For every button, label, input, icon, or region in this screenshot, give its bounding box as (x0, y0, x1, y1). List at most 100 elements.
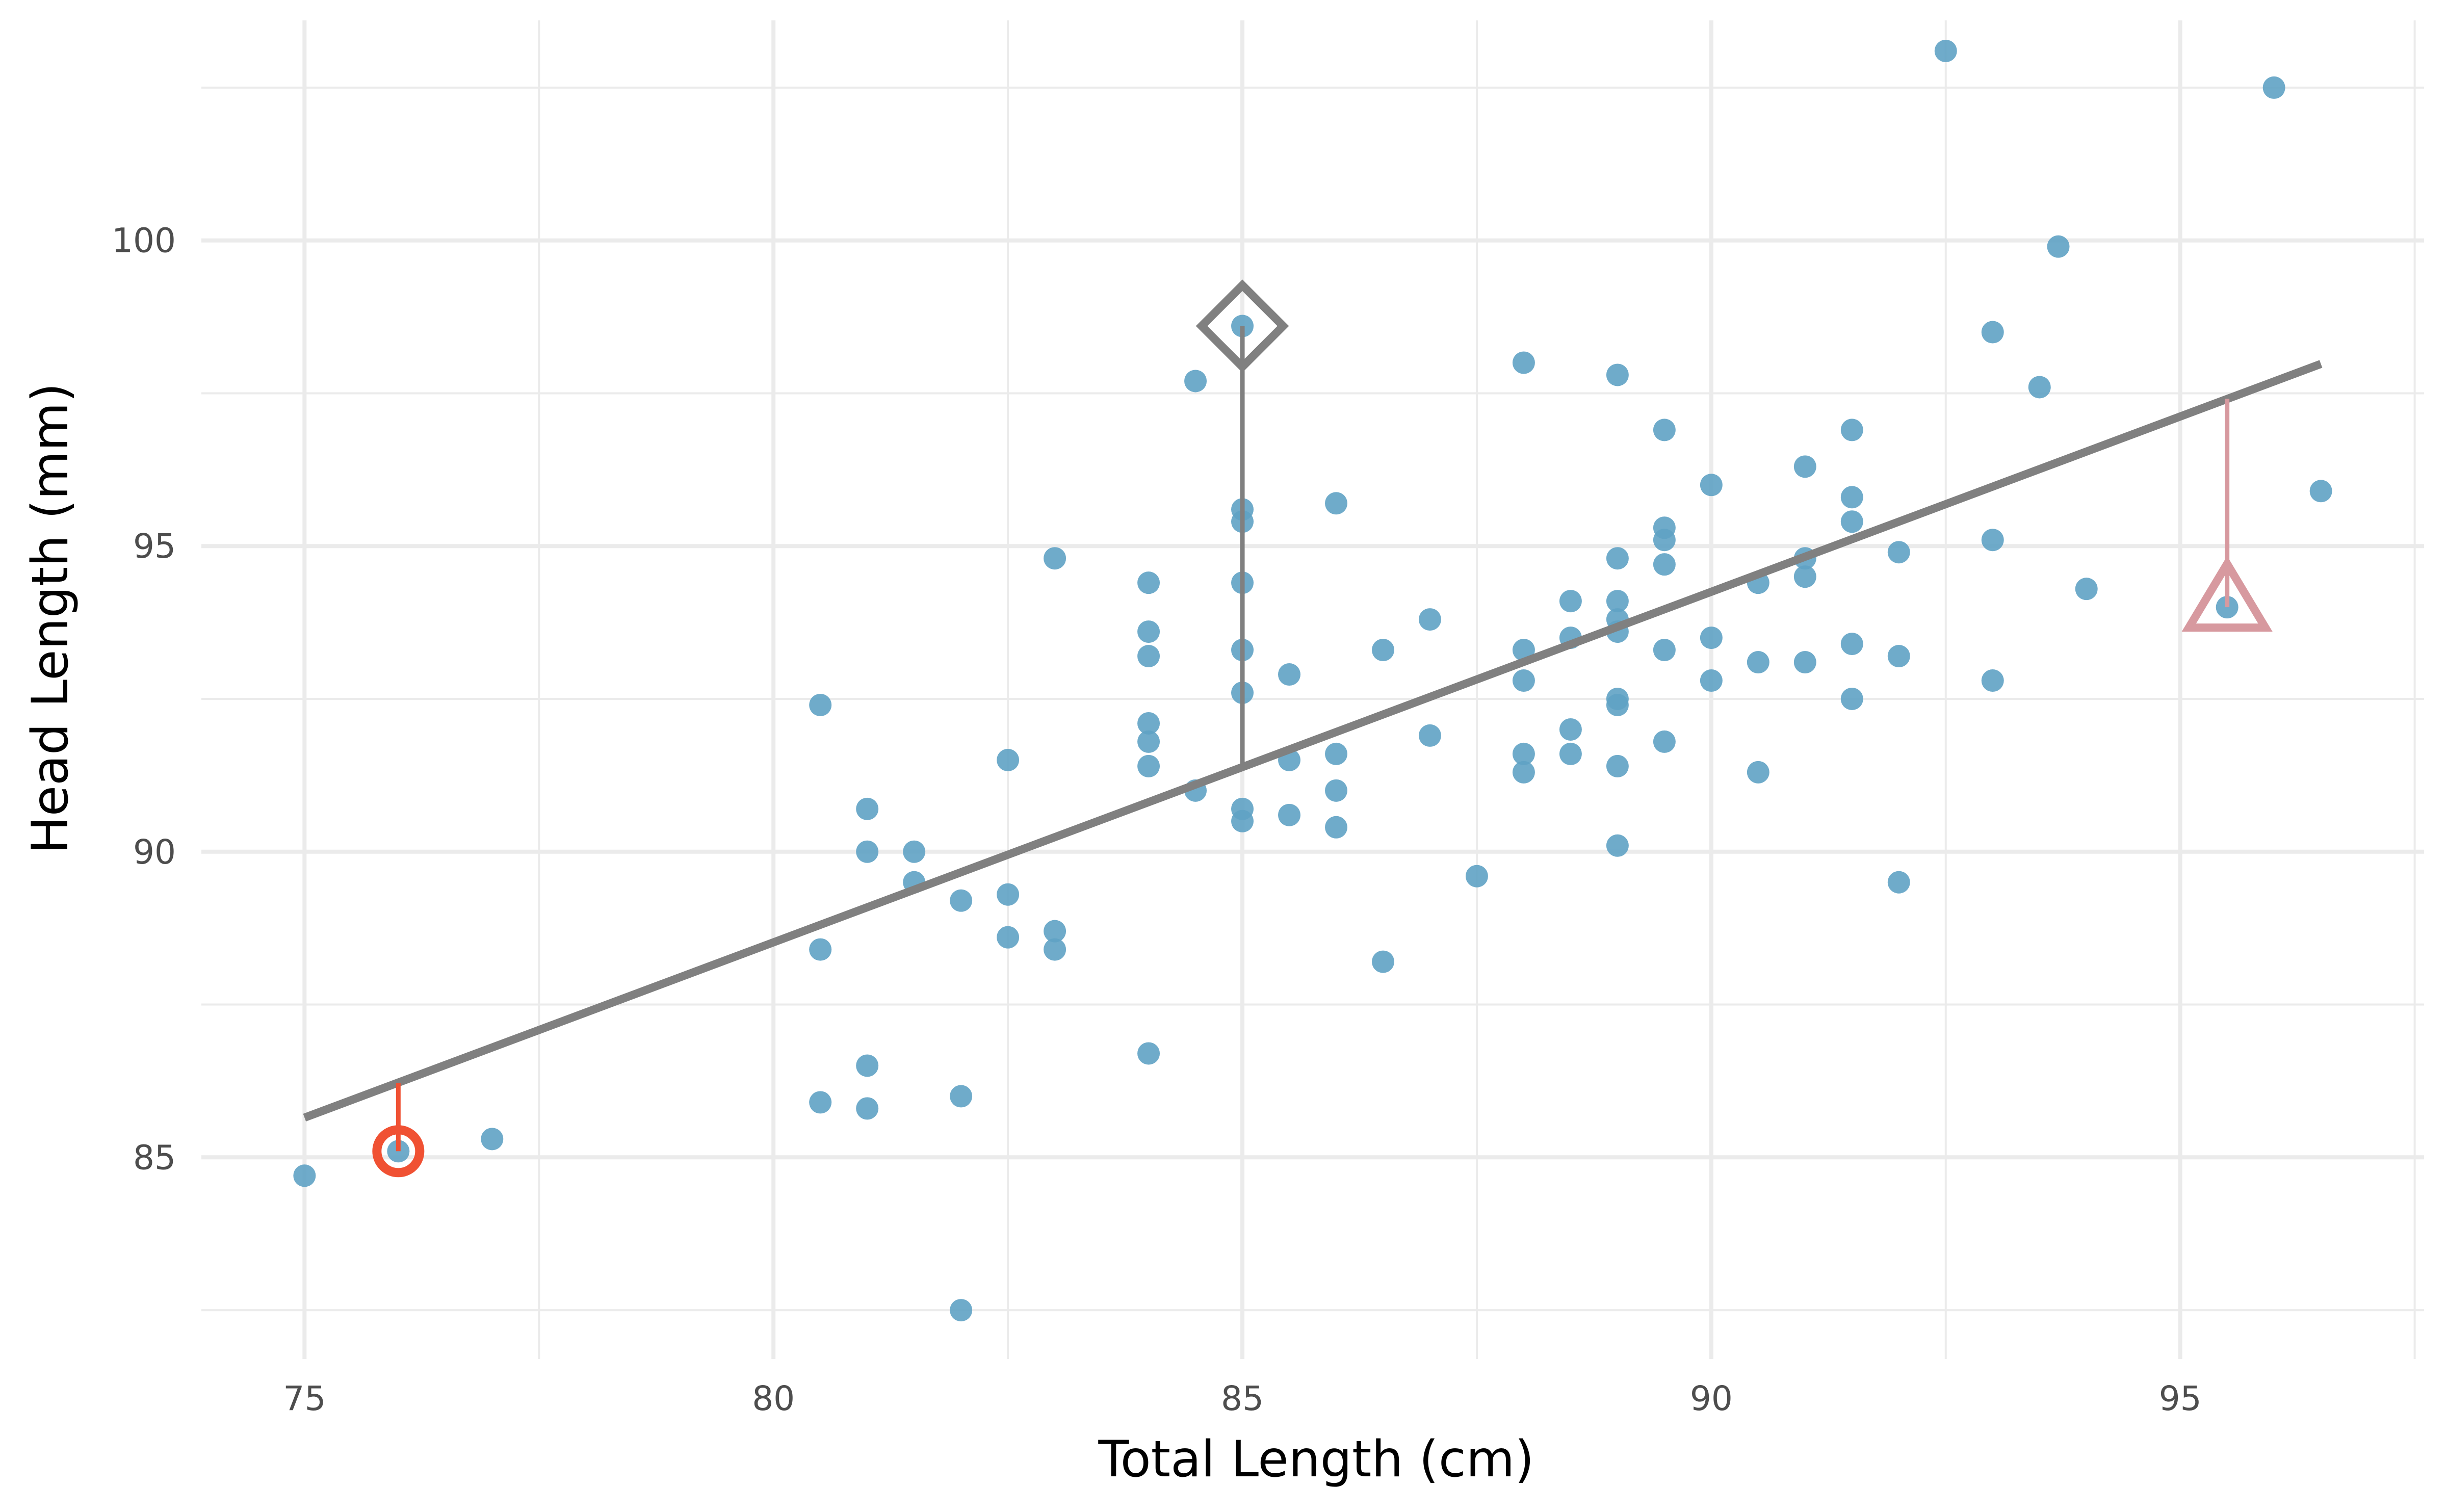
x-tick-label: 75 (283, 1379, 326, 1418)
data-point (1887, 645, 1910, 668)
data-point (1840, 633, 1863, 656)
data-point (1981, 321, 2004, 344)
data-point (1371, 639, 1394, 662)
data-point (293, 1164, 316, 1187)
data-point (481, 1128, 504, 1151)
data-point (1137, 1042, 1160, 1065)
data-point (2047, 235, 2070, 258)
data-point (1324, 816, 1347, 839)
data-point (1184, 370, 1207, 393)
data-point (1653, 553, 1676, 576)
major-gridlines (201, 20, 2424, 1359)
data-point (2075, 578, 2098, 601)
data-point (1512, 761, 1535, 784)
x-axis-title: Total Length (cm) (1098, 1430, 1534, 1489)
data-point (1044, 920, 1066, 943)
highlighted-residuals (372, 279, 2273, 1178)
data-point (1324, 779, 1347, 802)
minor-gridlines (201, 20, 2424, 1359)
data-point (1278, 663, 1301, 686)
data-point (809, 938, 832, 961)
data-point (1606, 754, 1629, 777)
data-point (950, 1299, 973, 1322)
data-point (1747, 651, 1769, 674)
data-point (1512, 669, 1535, 692)
y-tick-label: 100 (112, 221, 176, 260)
data-point (1981, 529, 2004, 552)
data-point (856, 1097, 879, 1120)
data-point (2262, 76, 2285, 99)
x-axis-tick-labels: 75 80 85 90 95 (283, 1379, 2201, 1418)
data-point (1324, 492, 1347, 515)
triangle-highlight-marker (2181, 556, 2273, 632)
data-point (1465, 865, 1488, 888)
data-point (1653, 730, 1676, 753)
data-point (1747, 761, 1769, 784)
data-point (1137, 730, 1160, 753)
data-point (997, 883, 1020, 906)
data-point (1606, 547, 1629, 570)
data-point (903, 840, 926, 863)
data-point (1559, 718, 1582, 741)
data-point (1606, 363, 1629, 386)
data-point (1981, 669, 2004, 692)
data-point (1231, 810, 1254, 832)
data-point (2309, 480, 2332, 503)
data-point (1700, 627, 1723, 649)
data-point (1137, 620, 1160, 643)
x-tick-label: 95 (2159, 1379, 2202, 1418)
data-point (1137, 571, 1160, 594)
data-point (2028, 376, 2051, 399)
data-point (1653, 529, 1676, 552)
data-point (1887, 541, 1910, 564)
data-point (1840, 486, 1863, 509)
data-point (1606, 834, 1629, 857)
x-tick-label: 85 (1221, 1379, 1264, 1418)
data-point (1044, 547, 1066, 570)
data-point (809, 1091, 832, 1114)
circle-highlight-marker (372, 1125, 425, 1178)
data-point (950, 1085, 973, 1108)
y-tick-label: 90 (133, 832, 176, 872)
data-point (997, 926, 1020, 949)
data-point (1653, 419, 1676, 441)
data-point (1840, 419, 1863, 441)
data-point (997, 748, 1020, 771)
data-point (1137, 712, 1160, 735)
regression-line (303, 360, 2323, 1122)
y-axis-tick-labels: 85 90 95 100 (112, 221, 176, 1178)
regression-fit (303, 360, 2323, 1122)
y-axis-title: Head Length (mm) (21, 383, 80, 854)
data-point (1934, 39, 1957, 62)
data-point (1512, 351, 1535, 374)
data-point (1840, 510, 1863, 533)
data-point (1700, 474, 1723, 497)
data-point (856, 840, 879, 863)
data-point (1700, 669, 1723, 692)
data-point (1278, 803, 1301, 826)
data-point (1793, 651, 1816, 674)
data-point (1324, 742, 1347, 765)
y-tick-label: 85 (133, 1138, 176, 1177)
data-point (1044, 938, 1066, 961)
data-point (1418, 724, 1441, 747)
x-tick-label: 90 (1690, 1379, 1733, 1418)
data-point (1559, 590, 1582, 613)
data-points (293, 39, 2332, 1322)
data-point (1606, 590, 1629, 613)
x-tick-label: 80 (752, 1379, 795, 1418)
data-point (1137, 754, 1160, 777)
data-point (950, 889, 973, 912)
y-tick-label: 95 (133, 527, 176, 566)
data-point (1137, 645, 1160, 668)
data-point (809, 693, 832, 716)
diamond-highlight-marker (1195, 279, 1289, 373)
data-point (1793, 565, 1816, 588)
data-point (1793, 455, 1816, 478)
data-point (1512, 742, 1535, 765)
data-point (856, 1054, 879, 1077)
data-point (1887, 871, 1910, 894)
data-point (1653, 639, 1676, 662)
data-point (856, 797, 879, 820)
